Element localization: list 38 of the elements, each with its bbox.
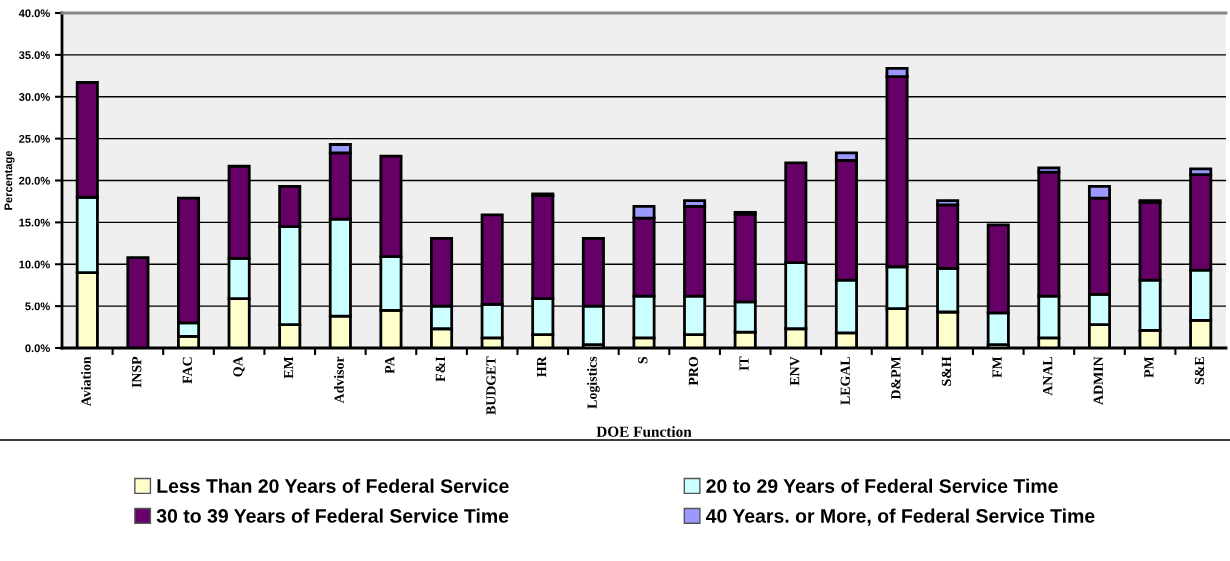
x-tick-label: Logistics bbox=[587, 356, 600, 409]
x-tick-label: IT bbox=[739, 356, 749, 371]
y-tick-label: 20.0% bbox=[19, 176, 50, 185]
legend-label: Less Than 20 Years of Federal Service bbox=[157, 478, 509, 493]
y-tick-label: 5.0% bbox=[25, 302, 50, 311]
x-tick-label: HR bbox=[537, 356, 547, 377]
y-tick-label: 10.0% bbox=[19, 260, 50, 269]
x-tick-label: LEGAL bbox=[840, 356, 850, 405]
x-tick-label: S&E bbox=[1194, 357, 1205, 385]
y-tick-label: 15.0% bbox=[19, 218, 50, 227]
legend-label: 40 Years. or More, of Federal Service Time bbox=[705, 508, 1095, 526]
x-tick-label: FM bbox=[992, 356, 1002, 378]
x-axis-title: DOE Function bbox=[596, 426, 692, 437]
x-tick-label: S bbox=[638, 356, 648, 364]
x-tick-label: BUDGET bbox=[486, 356, 496, 415]
x-tick-label: D&PM bbox=[891, 356, 901, 400]
x-tick-label: Advisor bbox=[334, 356, 344, 404]
x-tick-label: Aviation bbox=[81, 356, 91, 407]
y-tick-label: 30.0% bbox=[18, 93, 50, 101]
x-tick-label: PM bbox=[1144, 356, 1154, 378]
y-tick-label: 40.0% bbox=[18, 9, 50, 18]
y-tick-label: 0.0% bbox=[25, 344, 50, 353]
legend-label: 30 to 39 Years of Federal Service Time bbox=[156, 508, 509, 523]
x-tick-label: ANAL bbox=[1043, 356, 1053, 396]
x-tick-label: F&I bbox=[435, 356, 446, 382]
x-tick-label: ENV bbox=[790, 356, 800, 386]
x-tick-label: FAC bbox=[182, 357, 192, 384]
legend-label: 20 to 29 Years of Federal Service Time bbox=[706, 478, 1058, 493]
x-tick-label: QA bbox=[233, 356, 245, 377]
y-tick-label: 35.0% bbox=[18, 51, 50, 60]
x-tick-label: PRO bbox=[688, 357, 699, 386]
x-tick-label: INSP bbox=[132, 356, 142, 388]
y-tick-label: 25.0% bbox=[19, 134, 50, 143]
x-tick-label: PA bbox=[385, 356, 395, 374]
x-tick-label: ADMIN bbox=[1093, 356, 1103, 405]
x-tick-label: EM bbox=[283, 356, 294, 379]
x-tick-label: S&H bbox=[941, 356, 952, 386]
y-axis-title: Percentage bbox=[4, 150, 15, 210]
